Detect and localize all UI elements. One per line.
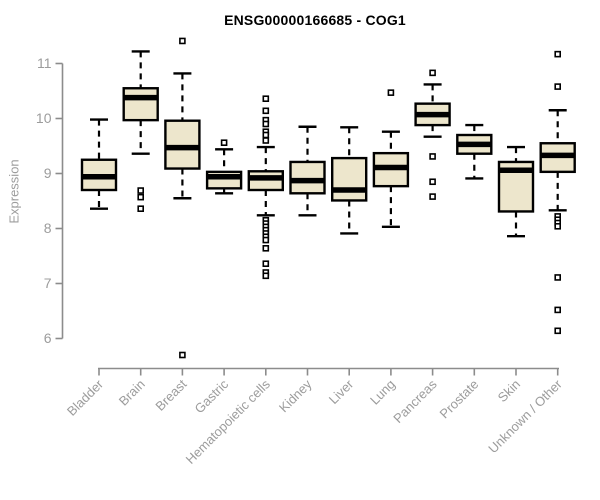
outlier-point — [220, 139, 228, 146]
box-rect — [331, 156, 368, 202]
outlier-point — [554, 306, 562, 314]
y-tick-label: 6 — [44, 330, 52, 346]
outlier-point — [554, 83, 562, 90]
outlier-point — [262, 120, 270, 128]
outlier-point — [554, 223, 562, 230]
outlier-point — [137, 187, 144, 194]
chart-title: ENSG00000166685 - COG1 — [224, 12, 406, 28]
outlier-point — [262, 131, 270, 139]
outlier-point — [429, 153, 436, 160]
x-category-label: Breast — [152, 376, 189, 413]
outlier-point — [387, 89, 395, 96]
box-rect — [122, 87, 159, 122]
y-tick-label: 11 — [37, 55, 52, 71]
box-rect — [289, 160, 326, 195]
y-tick-label: 8 — [44, 220, 52, 236]
x-category-label: Bladder — [64, 376, 107, 419]
y-tick-label: 10 — [36, 110, 52, 126]
x-category-label: Brain — [116, 377, 148, 409]
x-category-label: Liver — [326, 376, 357, 407]
x-category-label: Pancreas — [390, 376, 440, 426]
outlier-point — [179, 37, 186, 45]
x-category-label: Gastric — [192, 376, 232, 416]
outlier-point — [262, 236, 270, 244]
outlier-point — [262, 245, 270, 252]
outlier-point — [262, 95, 270, 102]
y-tick-label: 7 — [44, 275, 52, 291]
outlier-point — [137, 193, 144, 201]
outlier-point — [429, 178, 436, 186]
outlier-point — [137, 205, 144, 212]
outlier-point — [262, 107, 270, 115]
x-category-label: Skin — [495, 377, 523, 405]
outlier-point — [554, 274, 562, 281]
outlier-point — [554, 50, 562, 58]
outlier-point — [554, 327, 562, 335]
outlier-point — [429, 69, 436, 77]
y-tick-label: 9 — [44, 165, 52, 181]
outlier-point — [262, 272, 270, 280]
outlier-point — [179, 351, 186, 359]
box-rect — [164, 119, 201, 170]
outlier-point — [262, 137, 270, 144]
x-category-label: Prostate — [437, 377, 482, 422]
x-category-label: Lung — [367, 377, 398, 408]
x-category-label: Unknown / Other — [485, 376, 565, 456]
x-category-label: Kidney — [276, 376, 315, 415]
outlier-point — [262, 260, 270, 268]
outlier-point — [429, 193, 436, 200]
